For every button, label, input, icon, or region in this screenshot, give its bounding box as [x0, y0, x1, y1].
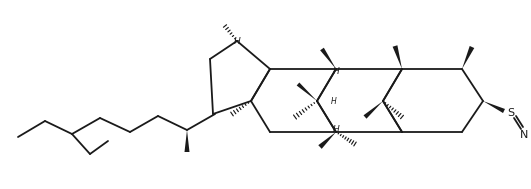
Text: H: H: [332, 67, 339, 76]
Text: H: H: [331, 97, 337, 105]
Text: H: H: [234, 37, 241, 46]
Polygon shape: [184, 130, 190, 152]
Text: N: N: [520, 130, 528, 140]
Polygon shape: [318, 132, 336, 149]
Text: S: S: [507, 108, 514, 118]
Text: H: H: [332, 125, 339, 134]
Polygon shape: [320, 48, 336, 69]
Polygon shape: [297, 83, 317, 101]
Polygon shape: [364, 101, 383, 119]
Polygon shape: [392, 45, 402, 69]
Polygon shape: [462, 46, 474, 69]
Polygon shape: [483, 101, 505, 113]
